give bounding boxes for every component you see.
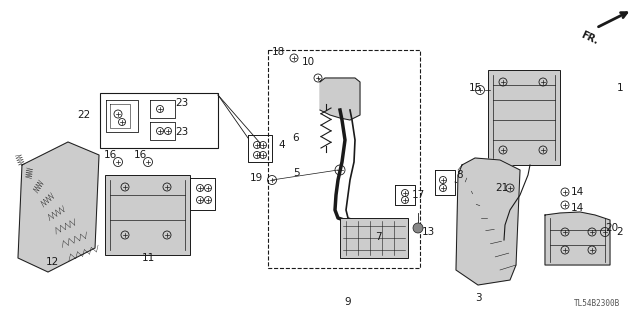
Polygon shape	[456, 158, 520, 285]
Text: FR.: FR.	[580, 30, 600, 47]
Text: 14: 14	[570, 203, 584, 213]
Bar	[105, 175, 190, 255]
Bar	[488, 70, 560, 165]
Text: 20: 20	[605, 223, 619, 233]
Text: 21: 21	[495, 183, 509, 193]
Text: 11: 11	[141, 253, 155, 263]
Text: TL54B2300B: TL54B2300B	[573, 299, 620, 308]
Text: 16: 16	[133, 150, 147, 160]
Text: 14: 14	[570, 187, 584, 197]
Text: 13: 13	[421, 227, 435, 237]
Bar	[100, 93, 218, 148]
Polygon shape	[320, 78, 360, 120]
Text: 2: 2	[617, 227, 623, 237]
Text: 23: 23	[175, 127, 189, 137]
Text: 5: 5	[292, 168, 300, 178]
Text: 10: 10	[301, 57, 315, 67]
Circle shape	[413, 223, 423, 233]
Bar	[340, 218, 408, 258]
Text: 16: 16	[104, 150, 116, 160]
Text: 23: 23	[175, 98, 189, 108]
Text: 8: 8	[457, 170, 463, 180]
Text: 3: 3	[475, 293, 481, 303]
Polygon shape	[545, 212, 610, 265]
Text: 6: 6	[292, 133, 300, 143]
Text: 9: 9	[345, 297, 351, 307]
Text: 15: 15	[468, 83, 482, 93]
Text: 17: 17	[412, 190, 424, 200]
Text: 4: 4	[278, 140, 285, 150]
Text: 19: 19	[250, 173, 262, 183]
Text: 18: 18	[271, 47, 285, 57]
Text: 1: 1	[617, 83, 623, 93]
Text: 22: 22	[77, 110, 91, 120]
Bar	[268, 50, 420, 268]
Text: 12: 12	[45, 257, 59, 267]
Polygon shape	[18, 142, 99, 272]
Text: 7: 7	[374, 232, 381, 242]
